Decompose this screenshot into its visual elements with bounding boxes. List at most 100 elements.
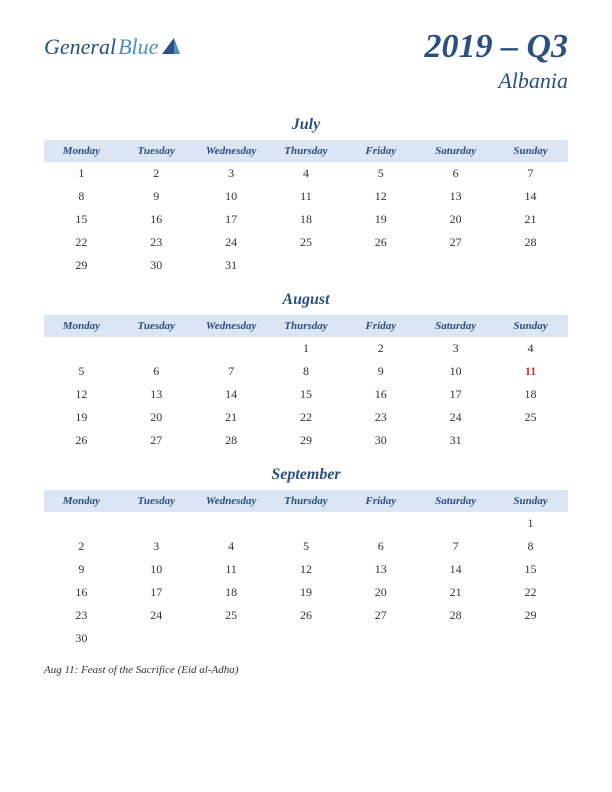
calendar-row: 567891011 — [44, 360, 568, 383]
day-header: Thursday — [269, 490, 344, 512]
day-header: Sunday — [493, 140, 568, 162]
calendar-cell — [269, 512, 344, 535]
calendar-cell: 29 — [44, 254, 119, 277]
period-title: 2019 – Q3 — [424, 28, 568, 66]
calendar-cell — [194, 627, 269, 650]
calendar-cell: 27 — [343, 604, 418, 627]
calendar-table: MondayTuesdayWednesdayThursdayFridaySatu… — [44, 315, 568, 452]
calendar-cell: 14 — [418, 558, 493, 581]
calendar-cell: 10 — [119, 558, 194, 581]
calendar-cell — [44, 337, 119, 360]
calendar-cell — [194, 512, 269, 535]
calendar-cell: 22 — [493, 581, 568, 604]
calendar-cell: 7 — [418, 535, 493, 558]
calendar-cell — [418, 512, 493, 535]
calendar-cell: 26 — [44, 429, 119, 452]
calendar-table: MondayTuesdayWednesdayThursdayFridaySatu… — [44, 140, 568, 277]
calendar-cell: 5 — [269, 535, 344, 558]
calendar-cell: 12 — [269, 558, 344, 581]
calendar-row: 22232425262728 — [44, 231, 568, 254]
calendar-cell: 2 — [343, 337, 418, 360]
calendar-cell: 30 — [44, 627, 119, 650]
calendar-cell: 21 — [493, 208, 568, 231]
calendar-cell — [493, 429, 568, 452]
calendar-cell: 24 — [418, 406, 493, 429]
calendar-cell: 27 — [418, 231, 493, 254]
calendar-cell — [119, 512, 194, 535]
day-header: Saturday — [418, 140, 493, 162]
calendar-cell: 19 — [44, 406, 119, 429]
calendar-cell: 13 — [119, 383, 194, 406]
calendar-cell: 30 — [343, 429, 418, 452]
calendar-cell: 29 — [493, 604, 568, 627]
calendar-row: 891011121314 — [44, 185, 568, 208]
calendar-row: 15161718192021 — [44, 208, 568, 231]
calendar-row: 1234 — [44, 337, 568, 360]
calendar-cell: 22 — [44, 231, 119, 254]
calendar-cell: 11 — [194, 558, 269, 581]
calendar-cell: 1 — [493, 512, 568, 535]
calendar-cell — [269, 627, 344, 650]
calendar-cell: 10 — [194, 185, 269, 208]
calendar-cell: 13 — [343, 558, 418, 581]
calendar-cell: 22 — [269, 406, 344, 429]
calendar-cell: 19 — [269, 581, 344, 604]
calendar-cell: 30 — [119, 254, 194, 277]
calendar-cell: 17 — [418, 383, 493, 406]
calendar-cell — [194, 337, 269, 360]
calendar-cell — [269, 254, 344, 277]
calendar-cell: 1 — [269, 337, 344, 360]
title-block: 2019 – Q3 Albania — [424, 28, 568, 94]
calendar-cell: 4 — [194, 535, 269, 558]
calendar-cell: 9 — [44, 558, 119, 581]
calendar-cell: 25 — [194, 604, 269, 627]
calendar-cell — [418, 627, 493, 650]
day-header: Tuesday — [119, 315, 194, 337]
day-header: Saturday — [418, 490, 493, 512]
calendar-cell: 2 — [119, 162, 194, 185]
calendar-cell: 8 — [269, 360, 344, 383]
calendar-cell: 17 — [119, 581, 194, 604]
calendar-cell: 31 — [418, 429, 493, 452]
month-block: SeptemberMondayTuesdayWednesdayThursdayF… — [44, 466, 568, 650]
calendar-cell: 5 — [44, 360, 119, 383]
calendar-cell: 18 — [493, 383, 568, 406]
calendar-row: 12131415161718 — [44, 383, 568, 406]
calendar-cell: 6 — [343, 535, 418, 558]
month-name: July — [44, 116, 568, 134]
day-header: Monday — [44, 140, 119, 162]
calendar-cell: 15 — [269, 383, 344, 406]
calendar-cell: 21 — [194, 406, 269, 429]
calendar-cell — [493, 627, 568, 650]
holiday-note: Aug 11: Feast of the Sacrifice (Eid al-A… — [44, 664, 568, 676]
calendar-cell: 6 — [119, 360, 194, 383]
calendar-cell: 14 — [493, 185, 568, 208]
calendar-cell: 20 — [343, 581, 418, 604]
calendar-cell: 12 — [343, 185, 418, 208]
calendar-cell — [343, 512, 418, 535]
calendar-cell: 20 — [119, 406, 194, 429]
day-header: Friday — [343, 490, 418, 512]
calendar-cell: 6 — [418, 162, 493, 185]
day-header: Wednesday — [194, 490, 269, 512]
logo: GeneralBlue — [44, 28, 180, 60]
day-header: Thursday — [269, 315, 344, 337]
header: GeneralBlue 2019 – Q3 Albania — [44, 28, 568, 94]
calendar-row: 1 — [44, 512, 568, 535]
day-header: Thursday — [269, 140, 344, 162]
calendar-cell: 16 — [119, 208, 194, 231]
calendar-cell: 21 — [418, 581, 493, 604]
day-header: Wednesday — [194, 315, 269, 337]
calendar-cell — [119, 627, 194, 650]
calendar-cell — [343, 627, 418, 650]
logo-text-general: General — [44, 34, 116, 60]
calendar-cell: 15 — [493, 558, 568, 581]
calendar-cell: 25 — [269, 231, 344, 254]
day-header: Friday — [343, 140, 418, 162]
calendar-cell: 31 — [194, 254, 269, 277]
calendar-cell: 4 — [269, 162, 344, 185]
country-title: Albania — [424, 68, 568, 94]
month-name: August — [44, 291, 568, 309]
calendar-cell: 23 — [119, 231, 194, 254]
calendar-cell — [343, 254, 418, 277]
